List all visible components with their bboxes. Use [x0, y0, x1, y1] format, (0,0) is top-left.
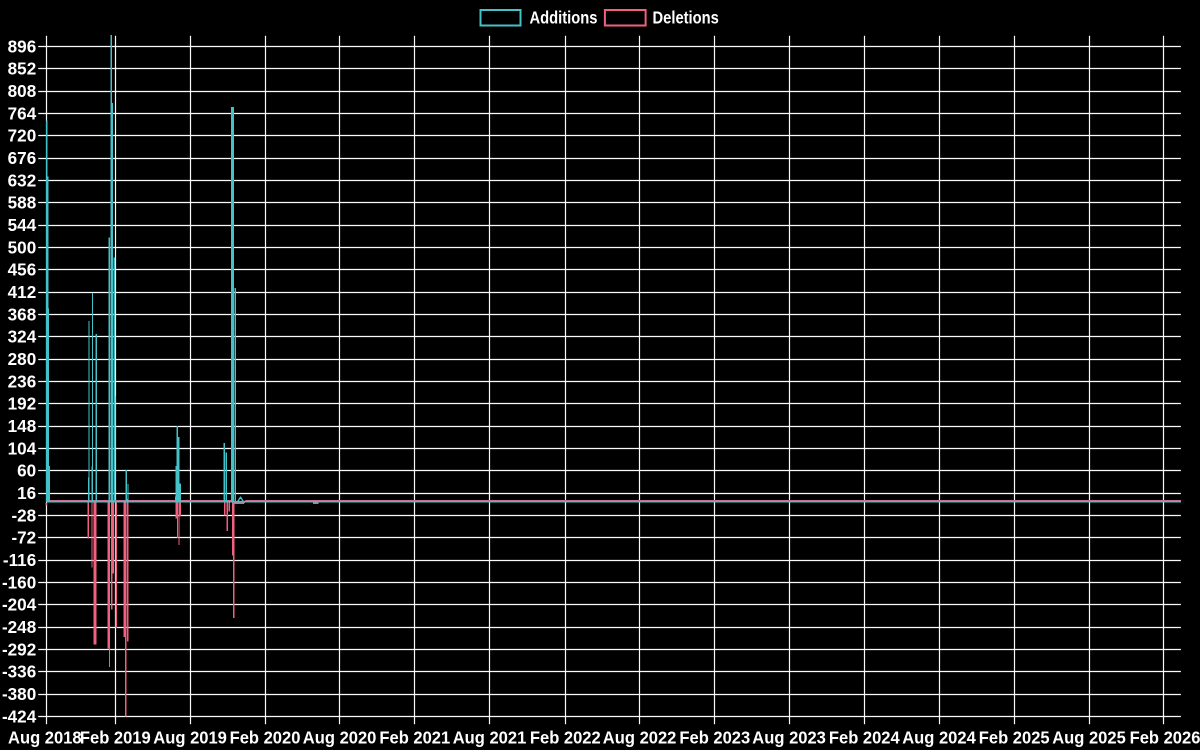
svg-text:808: 808: [8, 81, 37, 102]
svg-text:192: 192: [8, 393, 37, 414]
svg-text:Aug 2024: Aug 2024: [902, 727, 976, 748]
svg-text:588: 588: [8, 192, 37, 213]
svg-text:-292: -292: [2, 639, 36, 660]
svg-text:104: 104: [8, 438, 37, 459]
svg-text:148: 148: [8, 416, 37, 437]
svg-text:-204: -204: [2, 594, 36, 615]
svg-text:676: 676: [8, 148, 37, 169]
svg-text:-380: -380: [2, 684, 36, 705]
svg-text:Feb 2022: Feb 2022: [530, 727, 601, 748]
svg-text:16: 16: [17, 483, 36, 504]
svg-text:412: 412: [8, 282, 37, 303]
svg-text:720: 720: [8, 125, 37, 146]
svg-text:Aug 2020: Aug 2020: [303, 727, 377, 748]
svg-text:-72: -72: [11, 527, 36, 548]
svg-text:236: 236: [8, 371, 37, 392]
svg-text:Feb 2021: Feb 2021: [379, 727, 450, 748]
svg-text:Feb 2025: Feb 2025: [979, 727, 1050, 748]
svg-text:456: 456: [8, 259, 37, 280]
svg-text:-248: -248: [2, 617, 36, 638]
svg-text:Feb 2024: Feb 2024: [829, 727, 900, 748]
svg-text:Feb 2026: Feb 2026: [1130, 727, 1200, 748]
svg-text:Aug 2019: Aug 2019: [153, 727, 227, 748]
svg-text:280: 280: [8, 349, 37, 370]
svg-text:500: 500: [8, 237, 37, 258]
svg-text:Aug 2018: Aug 2018: [8, 727, 82, 748]
svg-text:-28: -28: [11, 505, 36, 526]
svg-text:368: 368: [8, 304, 37, 325]
svg-text:Feb 2020: Feb 2020: [230, 727, 301, 748]
svg-text:632: 632: [8, 170, 37, 191]
svg-text:324: 324: [8, 326, 37, 347]
svg-text:Additions: Additions: [530, 8, 598, 28]
svg-text:Feb 2019: Feb 2019: [80, 727, 151, 748]
svg-text:852: 852: [8, 58, 37, 79]
svg-text:764: 764: [8, 103, 37, 124]
svg-text:544: 544: [8, 215, 37, 236]
svg-text:Deletions: Deletions: [653, 8, 719, 28]
svg-text:Aug 2022: Aug 2022: [603, 727, 677, 748]
svg-text:-424: -424: [2, 706, 36, 727]
svg-text:-116: -116: [3, 550, 36, 571]
svg-text:896: 896: [8, 36, 37, 57]
svg-text:Feb 2023: Feb 2023: [679, 727, 750, 748]
svg-text:-336: -336: [2, 661, 36, 682]
svg-text:Aug 2021: Aug 2021: [453, 727, 527, 748]
svg-text:-160: -160: [2, 572, 36, 593]
svg-text:Aug 2023: Aug 2023: [752, 727, 826, 748]
svg-text:Aug 2025: Aug 2025: [1052, 727, 1126, 748]
svg-text:60: 60: [17, 460, 36, 481]
